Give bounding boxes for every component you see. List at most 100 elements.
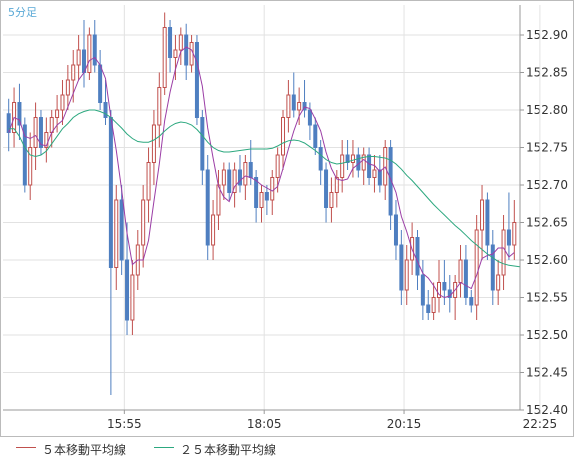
candle-body xyxy=(388,147,393,216)
y-tick-label: 152.50 xyxy=(526,328,568,342)
candle-body xyxy=(361,154,366,171)
candle-body xyxy=(184,34,189,66)
candle-body xyxy=(302,102,307,111)
ma25-legend-swatch xyxy=(154,447,174,448)
candle-body xyxy=(512,222,517,246)
candle-body xyxy=(76,49,81,66)
candle-body xyxy=(404,259,409,291)
candle-body xyxy=(420,274,425,306)
candle-body xyxy=(324,169,329,208)
candle-body xyxy=(55,109,60,118)
candle-body xyxy=(480,199,485,231)
candle-body xyxy=(157,87,162,126)
x-tick-label: 18:05 xyxy=(247,417,282,431)
y-tick-label: 152.45 xyxy=(526,366,568,380)
candle-body xyxy=(17,102,22,126)
y-tick-label: 152.90 xyxy=(526,28,568,42)
candle-body xyxy=(377,169,382,186)
candle-body xyxy=(130,274,135,321)
candle-body xyxy=(426,304,431,313)
x-tick-label: 22:25 xyxy=(523,417,558,431)
x-tick-label: 15:55 xyxy=(107,417,142,431)
ma5-legend-label: ５本移動平均線 xyxy=(42,443,127,457)
candle-body xyxy=(291,94,296,111)
candle-body xyxy=(318,147,323,171)
candle-body xyxy=(65,79,70,96)
candle-body xyxy=(275,154,280,178)
y-tick-label: 152.65 xyxy=(526,216,568,230)
candle-body xyxy=(237,169,242,186)
candle-body xyxy=(469,297,474,306)
candle-body xyxy=(108,117,113,268)
candle-body xyxy=(458,259,463,283)
y-tick-label: 152.75 xyxy=(526,141,568,155)
candle-body xyxy=(496,274,501,291)
candle-body xyxy=(60,94,65,111)
candle-body xyxy=(350,154,355,163)
ma5-line xyxy=(8,46,515,299)
candle-body xyxy=(221,169,226,186)
candle-body xyxy=(270,177,275,201)
candle-body xyxy=(254,177,259,208)
candle-body xyxy=(178,34,183,51)
candle-body xyxy=(211,214,216,246)
candle-body xyxy=(248,162,253,178)
candle-body xyxy=(243,162,248,186)
candle-body xyxy=(340,154,345,178)
candle-body xyxy=(490,244,495,291)
candle-body xyxy=(313,124,318,148)
candle-body xyxy=(103,102,108,118)
candle-body xyxy=(281,117,286,156)
candle-body xyxy=(44,132,49,148)
candle-body xyxy=(141,199,146,246)
y-tick-label: 152.40 xyxy=(526,403,568,417)
candle-body xyxy=(383,147,388,186)
candle-body xyxy=(372,169,377,178)
candle-body xyxy=(345,154,350,163)
candle-body xyxy=(264,192,269,201)
candle-body xyxy=(162,27,167,88)
candle-body xyxy=(71,64,76,81)
candle-body xyxy=(200,117,205,171)
y-tick-label: 152.80 xyxy=(526,103,568,117)
candle-body xyxy=(151,124,156,163)
candle-body xyxy=(98,64,103,103)
candle-body xyxy=(232,169,237,193)
candle-body xyxy=(329,192,334,208)
candle-body xyxy=(437,282,442,298)
candle-body xyxy=(286,94,291,118)
candle-body xyxy=(334,177,339,193)
candle-body xyxy=(463,259,468,298)
ma25-legend-label: ２５本移動平均線 xyxy=(180,443,277,457)
candle-body xyxy=(297,102,302,111)
candle-body xyxy=(485,199,490,246)
candle-body xyxy=(33,117,38,148)
candle-body xyxy=(22,124,27,186)
candle-body xyxy=(119,199,124,261)
candle-body xyxy=(168,27,173,58)
x-tick-label: 20:15 xyxy=(387,417,422,431)
y-tick-label: 152.55 xyxy=(526,291,568,305)
candle-body xyxy=(28,147,33,186)
candle-body xyxy=(307,109,312,126)
timeframe-label: 5分足 xyxy=(8,6,37,19)
candle-body xyxy=(146,162,151,201)
candle-body xyxy=(399,244,404,291)
candle-body xyxy=(367,154,372,178)
candle-body xyxy=(125,259,130,321)
candle-body xyxy=(173,49,178,58)
y-tick-label: 152.70 xyxy=(526,178,568,192)
candlestick-chart: 152.40 152.45 152.50 152.55 152.60 152.65 152.… xyxy=(0,0,574,437)
candle-body xyxy=(87,34,92,73)
candle-body xyxy=(205,169,210,246)
candle-body xyxy=(6,113,11,133)
y-tick-label: 152.60 xyxy=(526,253,568,267)
candle-body xyxy=(38,117,43,148)
candle-body xyxy=(227,169,232,193)
ma25-line xyxy=(8,109,520,268)
candle-body xyxy=(415,237,420,276)
candle-body xyxy=(194,42,199,118)
candle-body xyxy=(431,297,436,313)
candle-body xyxy=(474,229,479,306)
